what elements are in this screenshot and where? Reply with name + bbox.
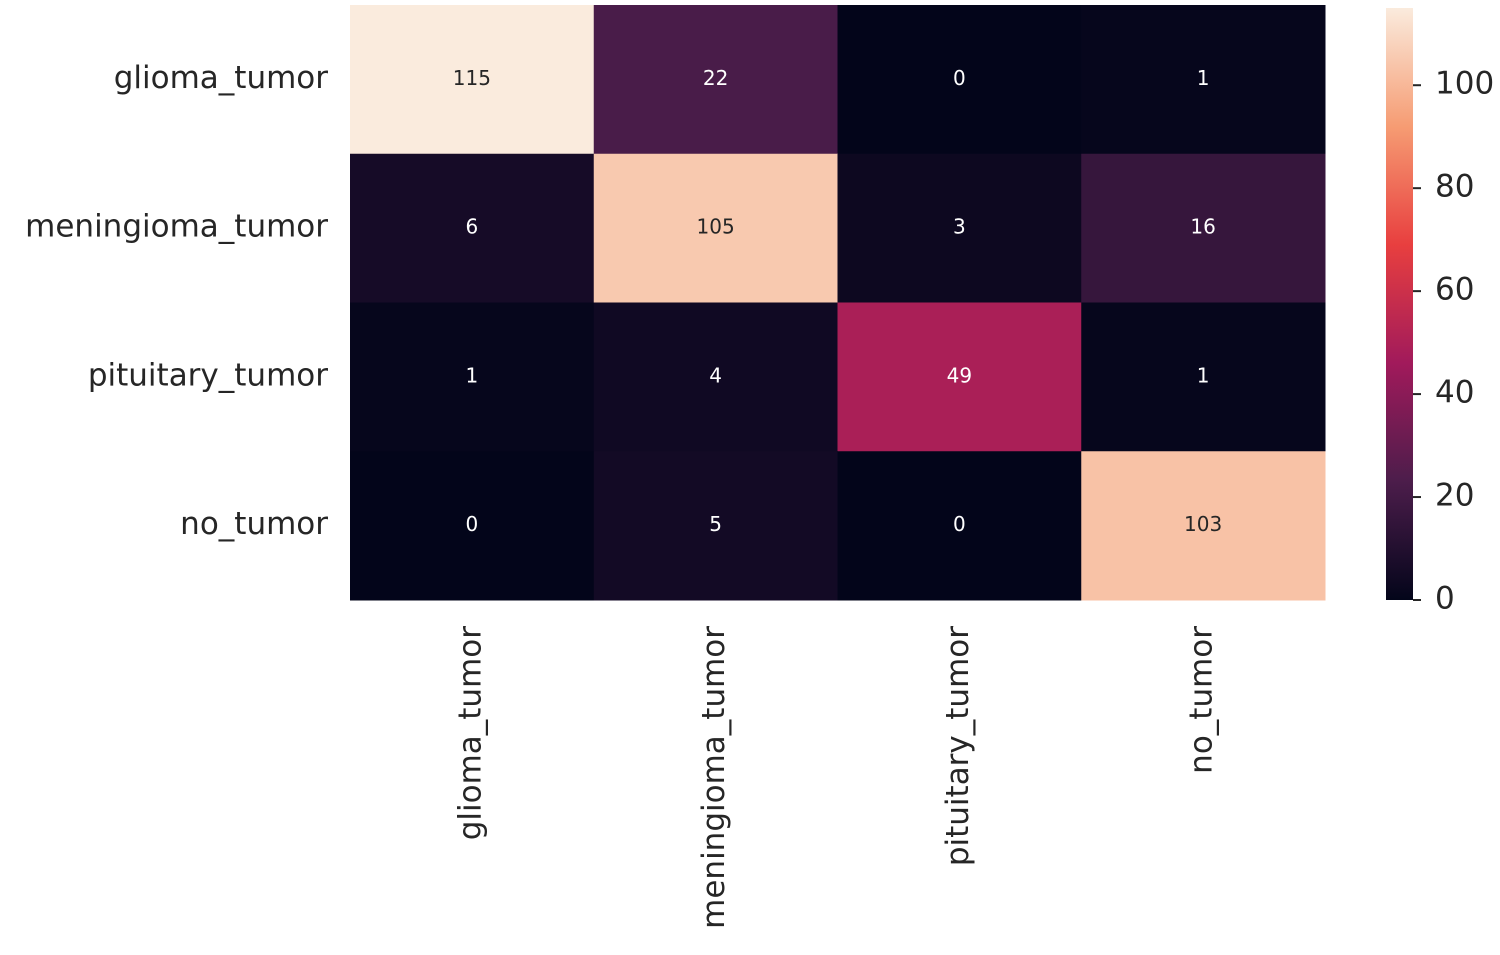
heatmap-cell <box>350 5 595 155</box>
cell-label: 1 <box>1197 363 1210 387</box>
heatmap-cell <box>1081 451 1326 601</box>
cell-label: 0 <box>953 66 966 90</box>
cell-label: 0 <box>466 512 479 536</box>
cell-label: 115 <box>453 66 491 90</box>
cell-label: 5 <box>709 512 722 536</box>
cell-label: 0 <box>953 512 966 536</box>
colorbar-tick-label: 100 <box>1435 66 1494 102</box>
colorbar <box>1386 8 1413 600</box>
cell-label: 4 <box>709 363 722 387</box>
colorbar-tick-label: 80 <box>1435 169 1474 205</box>
heatmap-cell <box>1081 153 1326 303</box>
heatmap-cell <box>593 153 838 303</box>
heatmap-cell <box>593 451 838 601</box>
cell-label: 1 <box>1197 66 1210 90</box>
y-tick-label: glioma_tumor <box>114 60 329 96</box>
x-tick-label: meningioma_tumor <box>696 626 732 929</box>
heatmap-cell <box>837 153 1082 303</box>
cell-label: 103 <box>1184 512 1222 536</box>
cell-label: 16 <box>1190 215 1215 239</box>
cell-label: 49 <box>947 363 972 387</box>
cell-label: 1 <box>466 363 479 387</box>
heatmap-cell <box>837 302 1082 452</box>
heatmap-cell <box>593 302 838 452</box>
heatmap-cell <box>837 451 1082 601</box>
heatmap-cell <box>593 5 838 155</box>
cell-label: 3 <box>953 215 966 239</box>
heatmap-cell <box>1081 5 1326 155</box>
colorbar-tick-label: 60 <box>1435 272 1474 308</box>
heatmap-cell <box>350 153 595 303</box>
colorbar-tick-label: 0 <box>1435 581 1455 617</box>
colorbar-tick-label: 40 <box>1435 375 1474 411</box>
y-tick-label: meningioma_tumor <box>25 209 328 245</box>
x-tick-label: pituitary_tumor <box>940 626 976 866</box>
y-tick-label: pituitary_tumor <box>88 357 328 393</box>
cell-label: 6 <box>466 215 479 239</box>
colorbar-tick-label: 20 <box>1435 478 1474 514</box>
y-tick-label: no_tumor <box>180 506 328 542</box>
heatmap-cell <box>350 302 595 452</box>
cell-label: 22 <box>703 66 728 90</box>
cell-label: 105 <box>697 215 735 239</box>
heatmap-cell <box>837 5 1082 155</box>
x-tick-label: no_tumor <box>1184 626 1220 774</box>
heatmap-cell <box>350 451 595 601</box>
heatmap-cell <box>1081 302 1326 452</box>
x-tick-label: glioma_tumor <box>452 626 488 841</box>
